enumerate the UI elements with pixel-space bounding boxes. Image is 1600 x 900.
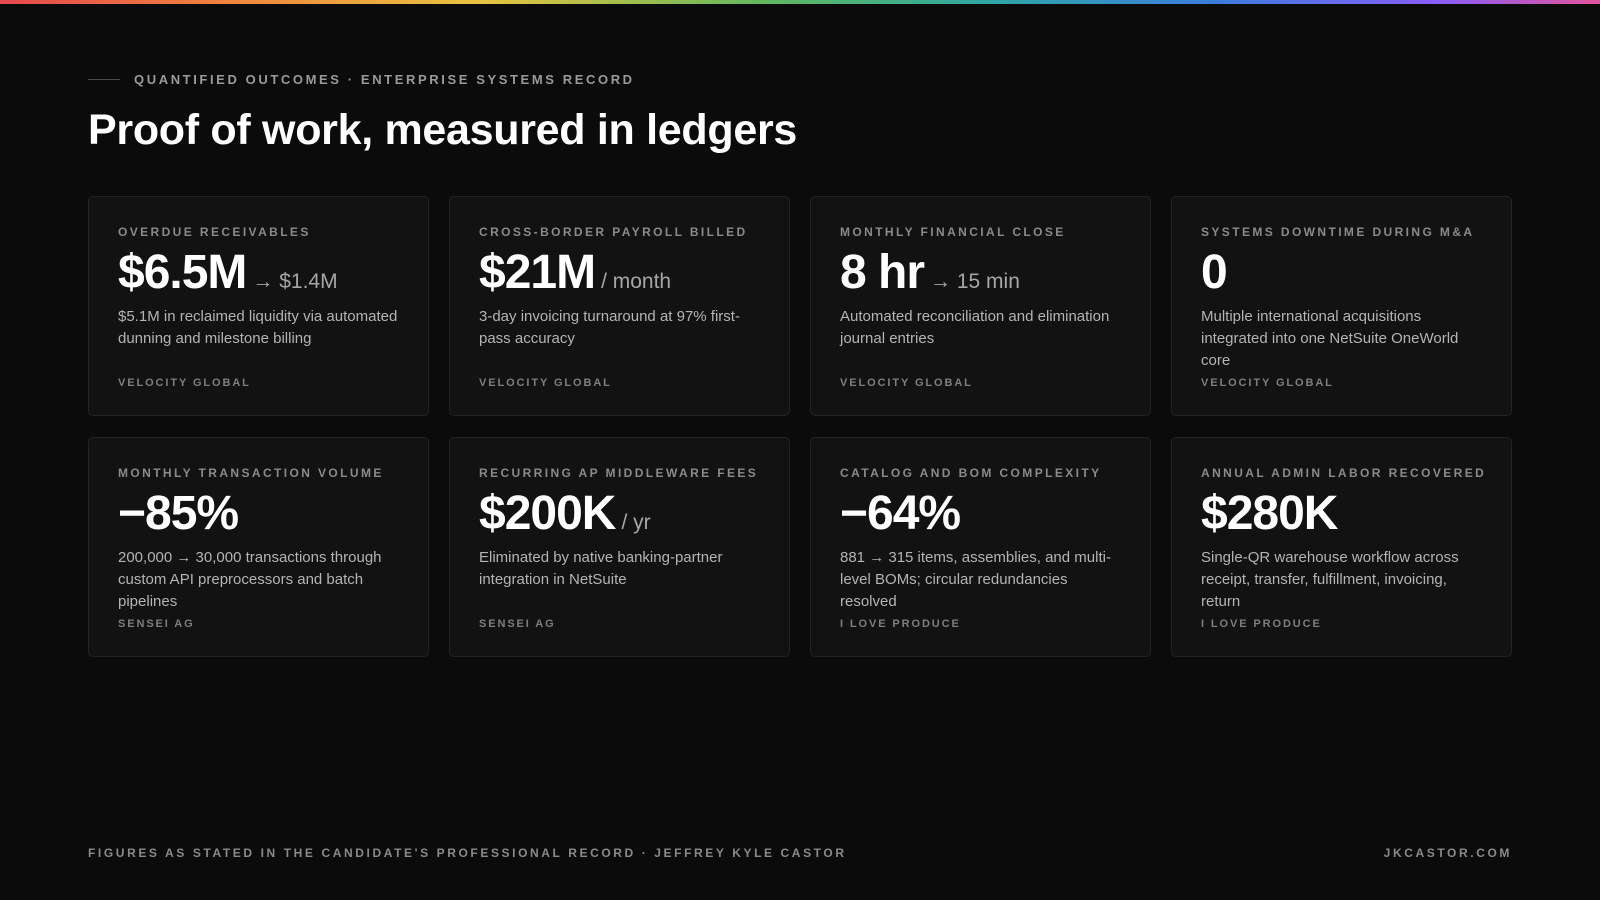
metric-value: $21M — [479, 246, 596, 299]
card-source: SENSEI AG — [479, 618, 556, 630]
metric-card-systems-downtime: SYSTEMS DOWNTIME DURING M&A 0 Multiple i… — [1171, 196, 1512, 416]
metric-value: −64% — [840, 487, 961, 540]
metric-unit: → $1.4M — [252, 270, 338, 293]
card-label: MONTHLY FINANCIAL CLOSE — [840, 225, 1066, 239]
card-source: SENSEI AG — [118, 618, 195, 630]
card-description: 881 → 315 items, assemblies, and multi-l… — [840, 549, 1111, 610]
metric-value: 8 hr — [840, 246, 925, 299]
card-metric: $200K / yr — [479, 486, 761, 541]
footer-attribution: FIGURES AS STATED IN THE CANDIDATE'S PRO… — [88, 846, 847, 860]
metric-card-ap-middleware-fees: RECURRING AP MIDDLEWARE FEES $200K / yr … — [449, 437, 790, 657]
footer-site-link[interactable]: JKCASTOR.COM — [1383, 846, 1512, 860]
card-metric: $280K — [1201, 486, 1483, 541]
metric-card-transaction-volume: MONTHLY TRANSACTION VOLUME −85% 200,000 … — [88, 437, 429, 657]
metric-card-cross-border-payroll: CROSS-BORDER PAYROLL BILLED $21M / month… — [449, 196, 790, 416]
card-metric: 0 — [1201, 245, 1483, 300]
metric-card-overdue-receivables: OVERDUE RECEIVABLES $6.5M → $1.4M $5.1M … — [88, 196, 429, 416]
card-source: VELOCITY GLOBAL — [479, 377, 612, 389]
card-metric: −85% — [118, 486, 400, 541]
card-metric: 8 hr → 15 min — [840, 245, 1122, 300]
metric-card-catalog-bom: CATALOG AND BOM COMPLEXITY −64% 881 → 31… — [810, 437, 1151, 657]
card-source: VELOCITY GLOBAL — [118, 377, 251, 389]
rainbow-accent-bar — [0, 0, 1600, 4]
eyebrow-text: QUANTIFIED OUTCOMES · ENTERPRISE SYSTEMS… — [134, 72, 635, 87]
card-label: SYSTEMS DOWNTIME DURING M&A — [1201, 225, 1475, 239]
page-title: Proof of work, measured in ledgers — [88, 106, 798, 154]
metric-card-admin-labor: ANNUAL ADMIN LABOR RECOVERED $280K Singl… — [1171, 437, 1512, 657]
card-description: 200,000 → 30,000 transactions through cu… — [118, 549, 382, 610]
card-source: VELOCITY GLOBAL — [1201, 377, 1334, 389]
card-label: CATALOG AND BOM COMPLEXITY — [840, 466, 1102, 480]
metric-card-grid: OVERDUE RECEIVABLES $6.5M → $1.4M $5.1M … — [88, 196, 1512, 657]
metric-value: −85% — [118, 487, 239, 540]
card-source: VELOCITY GLOBAL — [840, 377, 973, 389]
card-label: OVERDUE RECEIVABLES — [118, 225, 311, 239]
eyebrow-rule — [88, 79, 120, 80]
card-description: 3-day invoicing turnaround at 97% first-… — [479, 308, 740, 347]
card-label: CROSS-BORDER PAYROLL BILLED — [479, 225, 748, 239]
card-description: $5.1M in reclaimed liquidity via automat… — [118, 308, 398, 347]
eyebrow: QUANTIFIED OUTCOMES · ENTERPRISE SYSTEMS… — [88, 72, 635, 87]
card-source: I LOVE PRODUCE — [1201, 618, 1322, 630]
card-description: Multiple international acquisitions inte… — [1201, 308, 1459, 369]
metric-value: $280K — [1201, 487, 1338, 540]
card-metric: −64% — [840, 486, 1122, 541]
card-metric: $6.5M → $1.4M — [118, 245, 400, 300]
card-description: Automated reconciliation and elimination… — [840, 308, 1110, 347]
metric-card-financial-close: MONTHLY FINANCIAL CLOSE 8 hr → 15 min Au… — [810, 196, 1151, 416]
metric-unit: / yr — [621, 511, 651, 534]
card-label: RECURRING AP MIDDLEWARE FEES — [479, 466, 759, 480]
metric-unit: / month — [601, 270, 672, 293]
card-label: ANNUAL ADMIN LABOR RECOVERED — [1201, 466, 1487, 480]
card-metric: $21M / month — [479, 245, 761, 300]
metric-value: 0 — [1201, 246, 1228, 299]
card-description: Single-QR warehouse workflow across rece… — [1201, 549, 1459, 610]
card-label: MONTHLY TRANSACTION VOLUME — [118, 466, 384, 480]
card-description: Eliminated by native banking-partner int… — [479, 549, 723, 588]
metric-value: $200K — [479, 487, 616, 540]
metric-unit: → 15 min — [930, 270, 1020, 293]
metric-value: $6.5M — [118, 246, 247, 299]
card-source: I LOVE PRODUCE — [840, 618, 961, 630]
